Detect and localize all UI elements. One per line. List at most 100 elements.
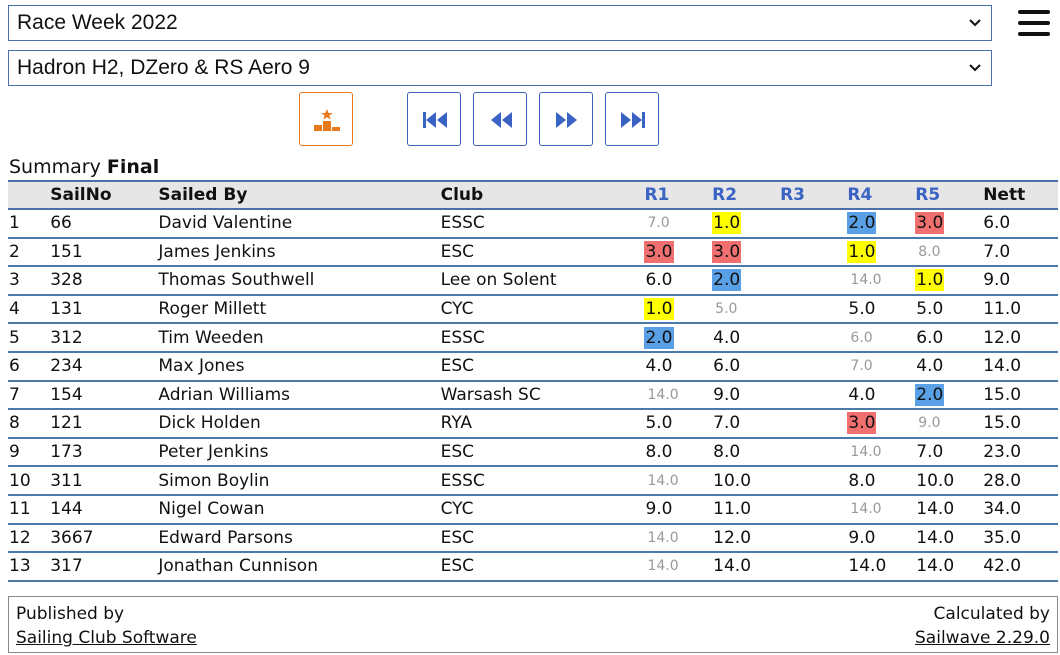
club-cell: RYA	[440, 409, 645, 439]
r1-score-cell: 3.0	[644, 237, 713, 268]
sailed-by-cell: Nigel Cowan	[158, 494, 441, 525]
sailed-by-cell: Tim Weeden	[158, 323, 441, 353]
table-row: 7 154 Adrian Williams Warsash SC 14.0 9.0 4.0 2…	[8, 380, 1058, 411]
nett-cell: 14.0	[983, 351, 1058, 382]
race-score: 14.0	[848, 556, 887, 577]
race-score	[780, 281, 782, 285]
race-score: 3.0	[644, 240, 674, 263]
race-score: 14.0	[647, 386, 679, 403]
skip-to-start-icon	[423, 112, 447, 128]
r3-score-cell	[780, 409, 848, 439]
r2-score-cell: 3.0	[712, 237, 781, 268]
last-race-button[interactable]	[605, 92, 659, 146]
r2-score-cell: 10.0	[712, 466, 781, 496]
header-r5[interactable]: R5	[915, 185, 941, 205]
race-score: 9.0	[848, 527, 876, 548]
class-select[interactable]: Hadron H2, DZero & RS Aero 9	[8, 50, 992, 86]
position-cell: 9	[8, 437, 51, 468]
race-score: 11.0	[713, 499, 752, 520]
race-score: 9.0	[645, 499, 673, 520]
position-cell: 13	[8, 552, 51, 582]
sailno-cell: 121	[50, 409, 159, 439]
nett-cell: 15.0	[983, 409, 1058, 439]
r2-score-cell: 8.0	[712, 437, 781, 468]
race-score: 6.0	[916, 327, 944, 348]
r5-score-cell: 7.0	[915, 437, 984, 468]
race-score	[780, 567, 782, 571]
r2-score-cell: 14.0	[712, 552, 781, 582]
r5-score-cell: 8.0	[915, 237, 984, 268]
summary-label: Summary	[9, 156, 101, 178]
sailno-cell: 131	[50, 294, 159, 325]
race-score: 8.0	[645, 442, 673, 463]
next-race-button[interactable]	[539, 92, 593, 146]
r3-score-cell	[780, 466, 848, 496]
event-select[interactable]: Race Week 2022	[8, 5, 992, 41]
r3-score-cell	[780, 294, 848, 325]
club-cell: ESC	[440, 552, 645, 582]
sailing-club-software-link[interactable]: Sailing Club Software	[16, 628, 197, 648]
table-row: 2 151 James Jenkins ESC 3.0 3.0 1.0 8.0 7.0	[8, 237, 1058, 268]
header-r4[interactable]: R4	[847, 185, 873, 205]
r2-score-cell: 2.0	[712, 266, 781, 296]
table-row: 11 144 Nigel Cowan CYC 9.0 11.0 14.0 14.0 34.0	[8, 494, 1058, 525]
header-r3[interactable]: R3	[780, 185, 805, 205]
race-score	[780, 539, 782, 543]
sailed-by-cell: Adrian Williams	[158, 380, 441, 411]
header-club: Club	[440, 185, 484, 205]
r4-score-cell: 3.0	[847, 409, 916, 439]
class-select-value: Hadron H2, DZero & RS Aero 9	[17, 56, 310, 79]
r4-score-cell: 7.0	[847, 351, 916, 382]
race-score: 6.0	[645, 270, 673, 291]
table-row: 10 311 Simon Boylin ESSC 14.0 10.0 8.0 10.0 28.0	[8, 466, 1058, 496]
race-score: 3.0	[847, 412, 877, 435]
summary-button[interactable]	[299, 92, 353, 146]
r4-score-cell: 4.0	[847, 380, 916, 411]
rewind-icon	[491, 112, 512, 128]
club-cell: ESC	[440, 237, 645, 268]
r3-score-cell	[780, 494, 848, 525]
r5-score-cell: 4.0	[915, 351, 984, 382]
nett-cell: 15.0	[983, 380, 1058, 411]
race-score: 7.0	[713, 413, 741, 434]
hamburger-menu-icon[interactable]	[1016, 8, 1052, 38]
r2-score-cell: 6.0	[712, 351, 781, 382]
chevron-down-icon	[969, 64, 981, 72]
club-cell: CYC	[440, 494, 645, 525]
race-score: 5.0	[715, 301, 738, 318]
previous-race-button[interactable]	[473, 92, 527, 146]
race-score: 2.0	[712, 269, 742, 292]
sailno-cell: 328	[50, 266, 159, 296]
race-score: 5.0	[848, 299, 876, 320]
r2-score-cell: 11.0	[712, 494, 781, 525]
first-race-button[interactable]	[407, 92, 461, 146]
sailno-cell: 151	[50, 237, 159, 268]
r1-score-cell: 8.0	[644, 437, 713, 468]
sailed-by-cell: Roger Millett	[158, 294, 441, 325]
header-r2[interactable]: R2	[712, 185, 738, 205]
r5-score-cell: 14.0	[915, 494, 984, 525]
position-cell: 10	[8, 466, 51, 496]
position-cell: 11	[8, 494, 51, 525]
sailwave-link[interactable]: Sailwave 2.29.0	[915, 628, 1050, 648]
r2-score-cell: 12.0	[712, 523, 781, 554]
r1-score-cell: 7.0	[644, 209, 713, 239]
r3-score-cell	[780, 266, 848, 296]
race-score: 14.0	[850, 501, 882, 518]
race-score: 14.0	[916, 556, 955, 577]
race-score: 6.0	[850, 329, 873, 346]
r5-score-cell: 1.0	[915, 266, 984, 296]
header-r1[interactable]: R1	[644, 185, 670, 205]
r5-score-cell: 3.0	[915, 209, 984, 239]
race-score	[780, 482, 782, 486]
position-cell: 8	[8, 409, 51, 439]
table-row: 3 328 Thomas Southwell Lee on Solent 6.0 2.0 1…	[8, 266, 1058, 296]
r2-score-cell: 1.0	[712, 209, 781, 239]
r1-score-cell: 14.0	[644, 523, 713, 554]
table-row: 5 312 Tim Weeden ESSC 2.0 4.0 6.0 6.0 12.0	[8, 323, 1058, 353]
published-by: Published by Sailing Club Software	[16, 602, 1050, 650]
r5-score-cell: 5.0	[915, 294, 984, 325]
sailno-cell: 173	[50, 437, 159, 468]
r1-score-cell: 14.0	[644, 466, 713, 496]
position-cell: 5	[8, 323, 51, 353]
